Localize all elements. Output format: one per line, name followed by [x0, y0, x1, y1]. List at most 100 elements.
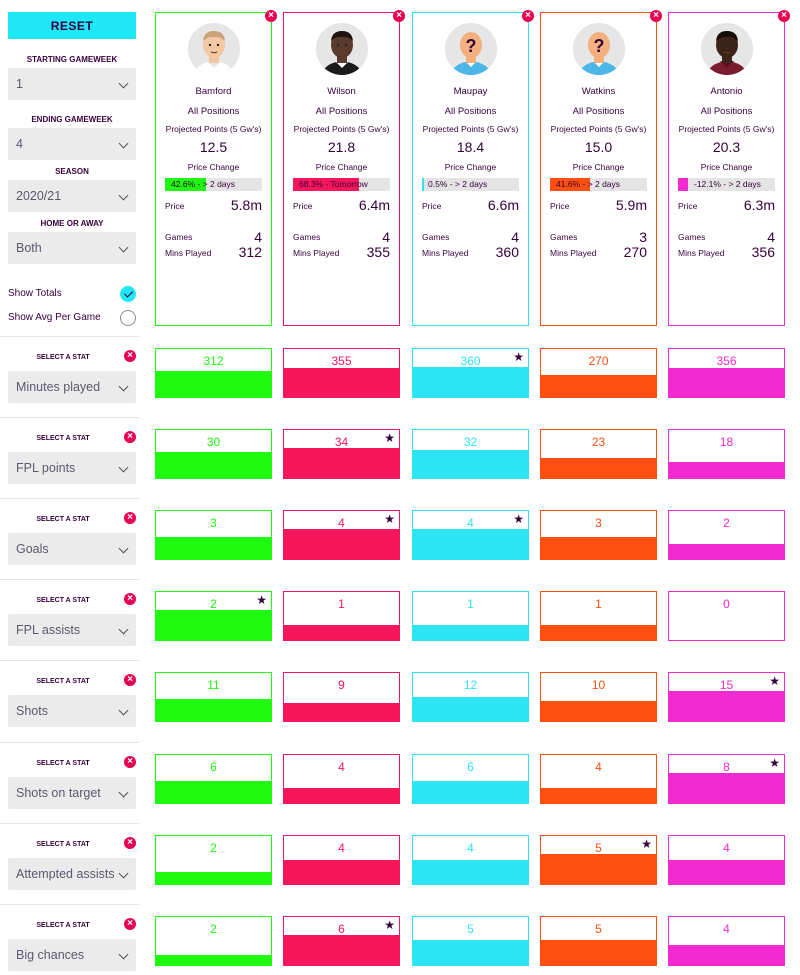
remove-player-icon[interactable]: ×: [650, 10, 662, 22]
chevron-down-icon: [118, 543, 129, 554]
divider: [0, 660, 140, 661]
remove-stat-icon[interactable]: ×: [124, 350, 136, 362]
player-avatar: [701, 23, 753, 75]
star-icon: ★: [256, 593, 267, 607]
star-icon: ★: [641, 837, 652, 851]
ending-gameweek-select[interactable]: 4: [8, 128, 136, 160]
stat-value: 360: [460, 354, 481, 368]
player-card: ? Watkins All Positions Projected Points (5…: [540, 12, 657, 326]
stat-value: 18: [719, 435, 734, 449]
price-label: Price: [678, 201, 698, 211]
stat-select[interactable]: FPL assists: [8, 614, 136, 646]
chevron-down-icon: [118, 462, 129, 473]
stat-bar: [284, 788, 399, 803]
player-name: Wilson: [327, 86, 356, 97]
remove-player-icon[interactable]: ×: [265, 10, 277, 22]
remove-player-icon[interactable]: ×: [522, 10, 534, 22]
stat-bar: [541, 854, 656, 884]
stat-select[interactable]: Shots: [8, 695, 136, 727]
season-select[interactable]: 2020/21: [8, 180, 136, 212]
starting-gameweek-value: 1: [16, 77, 23, 91]
star-icon: ★: [384, 918, 395, 932]
stat-select[interactable]: Goals: [8, 533, 136, 565]
price-change-label: Price Change: [187, 162, 240, 172]
remove-stat-icon[interactable]: ×: [124, 918, 136, 930]
radio-empty-icon[interactable]: [120, 310, 136, 326]
stat-bar: [284, 703, 399, 721]
remove-player-icon[interactable]: ×: [393, 10, 405, 22]
starting-gameweek-select[interactable]: 1: [8, 68, 136, 100]
price-change-label: Price Change: [700, 162, 753, 172]
remove-stat-icon[interactable]: ×: [124, 674, 136, 686]
divider: [0, 742, 140, 743]
price-value: 5.9m: [615, 197, 647, 213]
stat-bar: [669, 860, 784, 884]
games-value: 4: [254, 229, 262, 245]
stat-value: 4: [338, 760, 345, 774]
star-icon: ★: [513, 512, 524, 526]
stat-box: 2 ★: [155, 591, 272, 641]
stat-bar: [541, 536, 656, 559]
star-icon: ★: [513, 350, 524, 364]
select-stat-label: SELECT A STAT: [36, 841, 90, 848]
stat-bar: [284, 935, 399, 965]
price-change-text: 68.3% - Tomorrow: [299, 179, 368, 189]
stat-value: 356: [716, 354, 737, 368]
stat-value: 6: [467, 760, 474, 774]
games-label: Games: [422, 232, 450, 242]
stat-value: 4: [467, 516, 474, 530]
divider: [0, 417, 140, 418]
stat-select[interactable]: Shots on target: [8, 777, 136, 809]
show-avg-toggle[interactable]: Show Avg Per Game: [8, 310, 136, 326]
stat-box: 3: [540, 510, 657, 560]
mins-played-label: Mins Played: [165, 248, 212, 258]
player-name: Watkins: [581, 86, 616, 97]
stat-value: 5: [467, 922, 474, 936]
stat-value: 9: [338, 678, 345, 692]
price-change-label: Price Change: [572, 162, 625, 172]
remove-stat-icon[interactable]: ×: [124, 756, 136, 768]
stat-select-value: FPL assists: [16, 623, 81, 637]
stat-value: 0: [723, 597, 730, 611]
stat-box: 9: [283, 672, 400, 722]
games-value: 4: [767, 229, 775, 245]
stat-box: 12: [412, 672, 529, 722]
games-value: 3: [639, 229, 647, 245]
stat-box: 355: [283, 348, 400, 398]
remove-stat-icon[interactable]: ×: [124, 837, 136, 849]
stat-bar: [156, 872, 271, 884]
mins-played-label: Mins Played: [293, 248, 340, 258]
stat-bar: [284, 529, 399, 559]
show-avg-label: Show Avg Per Game: [8, 312, 101, 323]
price-value: 6.6m: [487, 197, 519, 213]
stat-value: 4: [723, 841, 730, 855]
stat-bar: [541, 374, 656, 397]
remove-player-icon[interactable]: ×: [778, 10, 790, 22]
home-away-select[interactable]: Both: [8, 232, 136, 264]
select-stat-label: SELECT A STAT: [36, 354, 90, 361]
stat-box: 2: [668, 510, 785, 560]
sidebar: RESET STARTING GAMEWEEK 1 ENDING GAMEWEE…: [0, 0, 140, 975]
chevron-down-icon: [118, 705, 129, 716]
games-label: Games: [678, 232, 706, 242]
stat-value: 23: [591, 435, 606, 449]
stat-bar: [413, 450, 528, 478]
player-avatar: ?: [445, 23, 497, 75]
stat-select[interactable]: Minutes played: [8, 371, 136, 403]
remove-stat-icon[interactable]: ×: [124, 593, 136, 605]
stat-value: 11: [207, 678, 220, 692]
show-totals-toggle[interactable]: Show Totals: [8, 286, 136, 302]
select-stat-label: SELECT A STAT: [36, 922, 90, 929]
remove-stat-icon[interactable]: ×: [124, 512, 136, 524]
stat-box: 270: [540, 348, 657, 398]
stat-bar: [669, 544, 784, 559]
stat-select[interactable]: Attempted assists: [8, 858, 136, 890]
star-icon: ★: [769, 756, 780, 770]
remove-stat-icon[interactable]: ×: [124, 431, 136, 443]
stat-box: 1: [412, 591, 529, 641]
check-icon[interactable]: [120, 286, 136, 302]
stat-select[interactable]: Big chances: [8, 939, 136, 971]
reset-button[interactable]: RESET: [8, 12, 136, 39]
stat-select[interactable]: FPL points: [8, 452, 136, 484]
stat-box: 23: [540, 429, 657, 479]
